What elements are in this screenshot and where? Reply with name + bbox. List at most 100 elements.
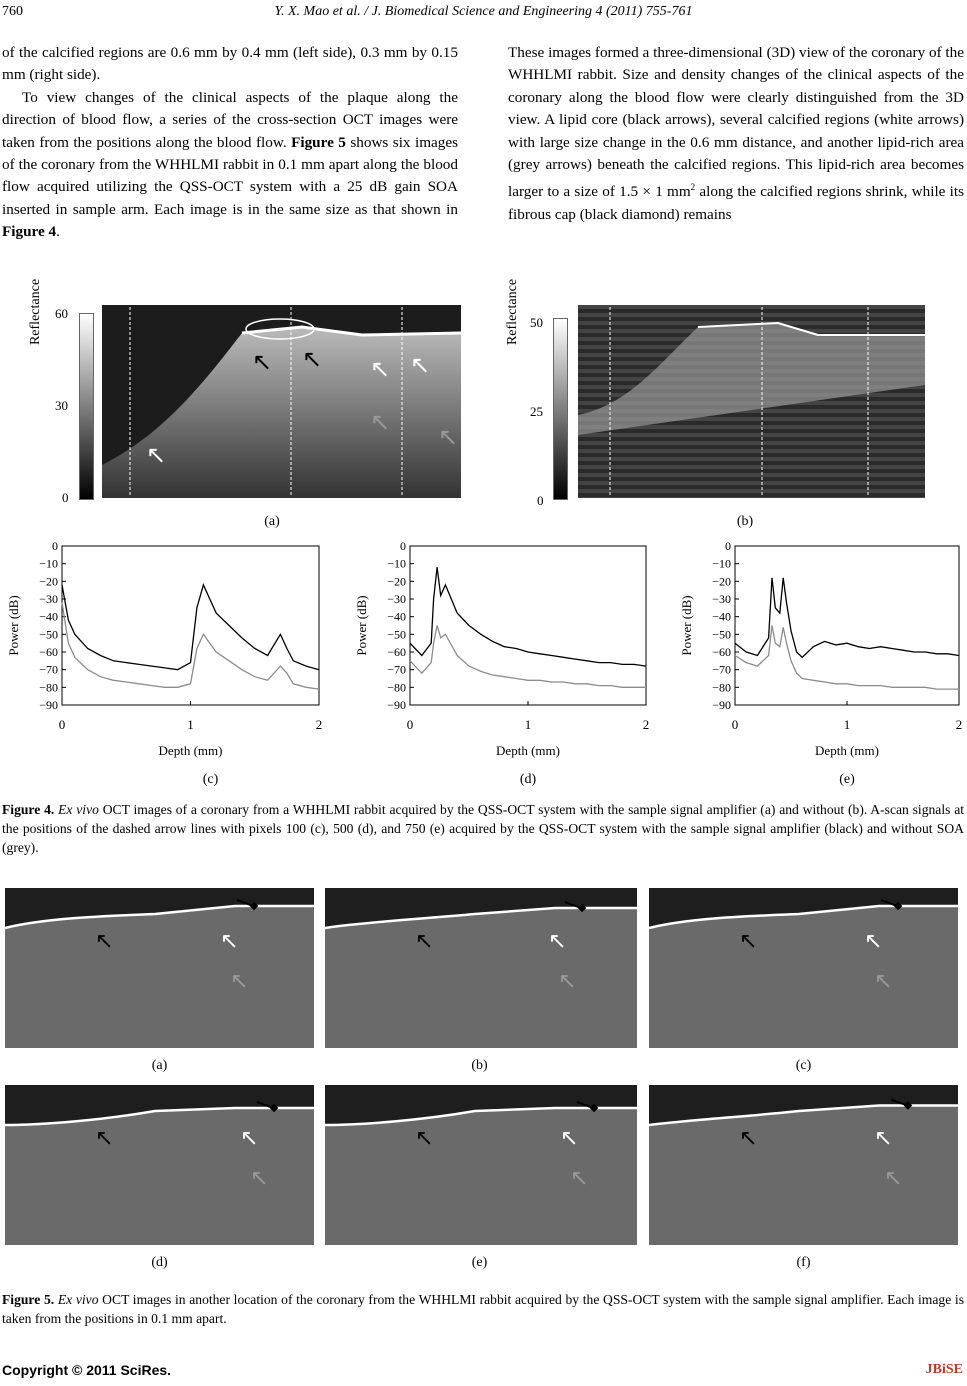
colorbar-tick: 60 — [55, 306, 68, 321]
y-tick-label: −60 — [712, 645, 731, 659]
x-tick-label: 2 — [643, 717, 650, 732]
oct-image-5f: ↖ ↖ ↖ — [649, 1085, 958, 1245]
y-tick-label: −80 — [712, 680, 731, 694]
y-tick-label: −80 — [387, 680, 406, 694]
y-tick-label: −90 — [39, 698, 58, 712]
y-tick-label: −70 — [712, 663, 731, 677]
x-tick-label: 1 — [525, 717, 532, 732]
y-tick-label: −40 — [387, 610, 406, 624]
x-tick-label: 1 — [844, 717, 851, 732]
y-tick-label: −90 — [712, 698, 731, 712]
page-number: 760 — [2, 4, 23, 19]
y-tick-label: −20 — [387, 574, 406, 588]
svg-text:↖: ↖ — [250, 1165, 268, 1190]
panel-label: (d) — [520, 772, 537, 786]
colorbar — [79, 313, 94, 500]
panel-b-ylabel: Reflectance — [505, 278, 520, 346]
y-tick-label: −50 — [712, 627, 731, 641]
y-tick-label: −30 — [712, 592, 731, 606]
y-tick-label: −70 — [39, 663, 58, 677]
series-line — [61, 602, 320, 690]
panel-label: (a) — [264, 514, 280, 529]
svg-text:↖: ↖ — [884, 1165, 902, 1190]
y-tick-label: −10 — [39, 557, 58, 571]
y-tick-label: −20 — [712, 574, 731, 588]
y-tick-label: 0 — [400, 539, 406, 553]
svg-text:↖: ↖ — [570, 1165, 588, 1190]
figure-ref: Figure 5 — [291, 133, 346, 151]
svg-text:↖: ↖ — [874, 1125, 892, 1150]
svg-text:↖: ↖ — [410, 353, 430, 379]
series-line — [734, 577, 960, 659]
x-axis-label: Depth (mm) — [496, 743, 560, 758]
y-tick-label: −60 — [39, 645, 58, 659]
svg-text:↖: ↖ — [560, 1125, 578, 1150]
y-tick-label: −60 — [387, 645, 406, 659]
x-tick-label: 0 — [732, 717, 739, 732]
y-tick-label: 0 — [52, 539, 58, 553]
svg-text:↖: ↖ — [864, 928, 882, 953]
y-tick-label: −40 — [712, 610, 731, 624]
oct-image-5d: ↖ ↖ ↖ — [5, 1085, 314, 1245]
colorbar-tick: 25 — [530, 404, 543, 419]
y-tick-label: −10 — [387, 557, 406, 571]
y-tick-label: −40 — [39, 610, 58, 624]
plot-frame — [409, 545, 647, 706]
y-axis-label: Power (dB) — [354, 595, 369, 655]
svg-text:↖: ↖ — [146, 443, 166, 469]
panel-label: (c) — [795, 1058, 812, 1073]
svg-text:↖: ↖ — [548, 928, 566, 953]
y-tick-label: −20 — [39, 574, 58, 588]
svg-text:↖: ↖ — [220, 928, 238, 953]
plot-frame — [734, 545, 960, 706]
y-tick-label: −30 — [387, 592, 406, 606]
oct-image-5b: ↖ ↖ ↖ — [325, 888, 637, 1048]
panel-label: (e) — [839, 772, 855, 786]
colorbar-tick: 0 — [537, 493, 544, 508]
oct-image-4a: ↖ ↖ ↖ ↖ ↖ ↖ ↖ — [102, 305, 461, 498]
figure5-caption: Figure 5. Ex vivo OCT images in another … — [2, 1292, 964, 1326]
svg-text:↖: ↖ — [252, 350, 272, 376]
series-line — [409, 567, 647, 667]
svg-text:↖: ↖ — [370, 357, 390, 383]
body-right-column: These images formed a three-dimensional … — [508, 42, 964, 226]
x-tick-label: 2 — [956, 717, 963, 732]
svg-text:↖: ↖ — [415, 928, 433, 953]
paragraph: of the calcified regions are 0.6 mm by 0… — [2, 44, 458, 84]
panel-label: (a) — [151, 1058, 168, 1073]
figure-ref: Figure 4 — [2, 223, 57, 241]
y-tick-label: −50 — [39, 627, 58, 641]
svg-text:↖: ↖ — [739, 928, 757, 953]
paragraph: These images formed a three-dimensional … — [508, 44, 965, 223]
y-tick-label: −50 — [387, 627, 406, 641]
svg-text:↖: ↖ — [240, 1125, 258, 1150]
panel-label: (e) — [471, 1255, 488, 1270]
body-left-column: of the calcified regions are 0.6 mm by 0… — [2, 42, 458, 244]
x-tick-label: 1 — [187, 717, 194, 732]
colorbar-tick: 50 — [530, 315, 543, 330]
svg-text:↖: ↖ — [95, 928, 113, 953]
copyright: Copyright © 2011 SciRes. — [2, 1362, 172, 1378]
svg-text:↖: ↖ — [558, 968, 576, 993]
x-tick-label: 2 — [316, 717, 323, 732]
panel-label: (b) — [736, 514, 754, 529]
y-tick-label: −80 — [39, 680, 58, 694]
panel-label: (d) — [151, 1255, 168, 1270]
colorbar-tick: 30 — [55, 398, 68, 413]
svg-text:↖: ↖ — [874, 968, 892, 993]
colorbar-tick: 0 — [62, 490, 69, 505]
oct-image-4b — [578, 305, 925, 498]
y-tick-label: −10 — [712, 557, 731, 571]
x-axis-label: Depth (mm) — [815, 743, 879, 758]
journal-name: JBiSE — [925, 1362, 963, 1377]
svg-text:↖: ↖ — [95, 1125, 113, 1150]
svg-text:↖: ↖ — [302, 347, 322, 373]
x-tick-label: 0 — [59, 717, 66, 732]
series-line — [61, 583, 320, 671]
svg-text:↖: ↖ — [739, 1125, 757, 1150]
y-tick-label: −70 — [387, 663, 406, 677]
y-axis-label: Power (dB) — [679, 595, 694, 655]
series-line — [409, 625, 646, 688]
panel-label: (b) — [471, 1058, 488, 1073]
